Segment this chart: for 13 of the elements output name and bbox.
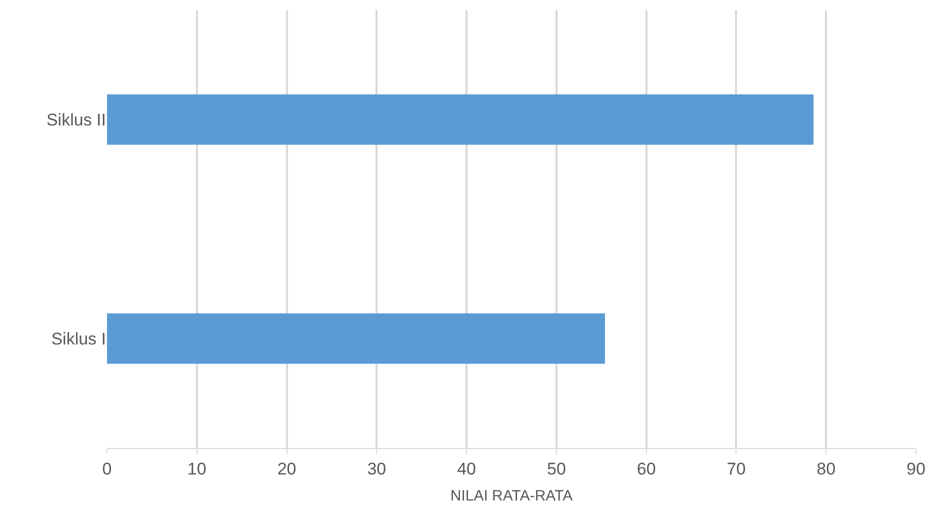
x-tick-label: 0 (102, 459, 112, 478)
x-tick-label: 20 (277, 459, 296, 478)
y-tick-label: Siklus I (51, 329, 106, 348)
x-axis-title: NILAI RATA-RATA (450, 487, 573, 504)
x-tick-label: 40 (457, 459, 476, 478)
x-tick-label: 80 (816, 459, 836, 478)
x-tick-label: 70 (726, 459, 746, 478)
x-tick-label: 10 (187, 459, 206, 478)
x-tick-label: 50 (546, 459, 566, 478)
y-tick-label: Siklus II (46, 110, 106, 130)
x-tick-label: 30 (367, 459, 386, 478)
x-tick-label: 90 (906, 459, 926, 478)
x-tick-label: 60 (636, 459, 656, 478)
